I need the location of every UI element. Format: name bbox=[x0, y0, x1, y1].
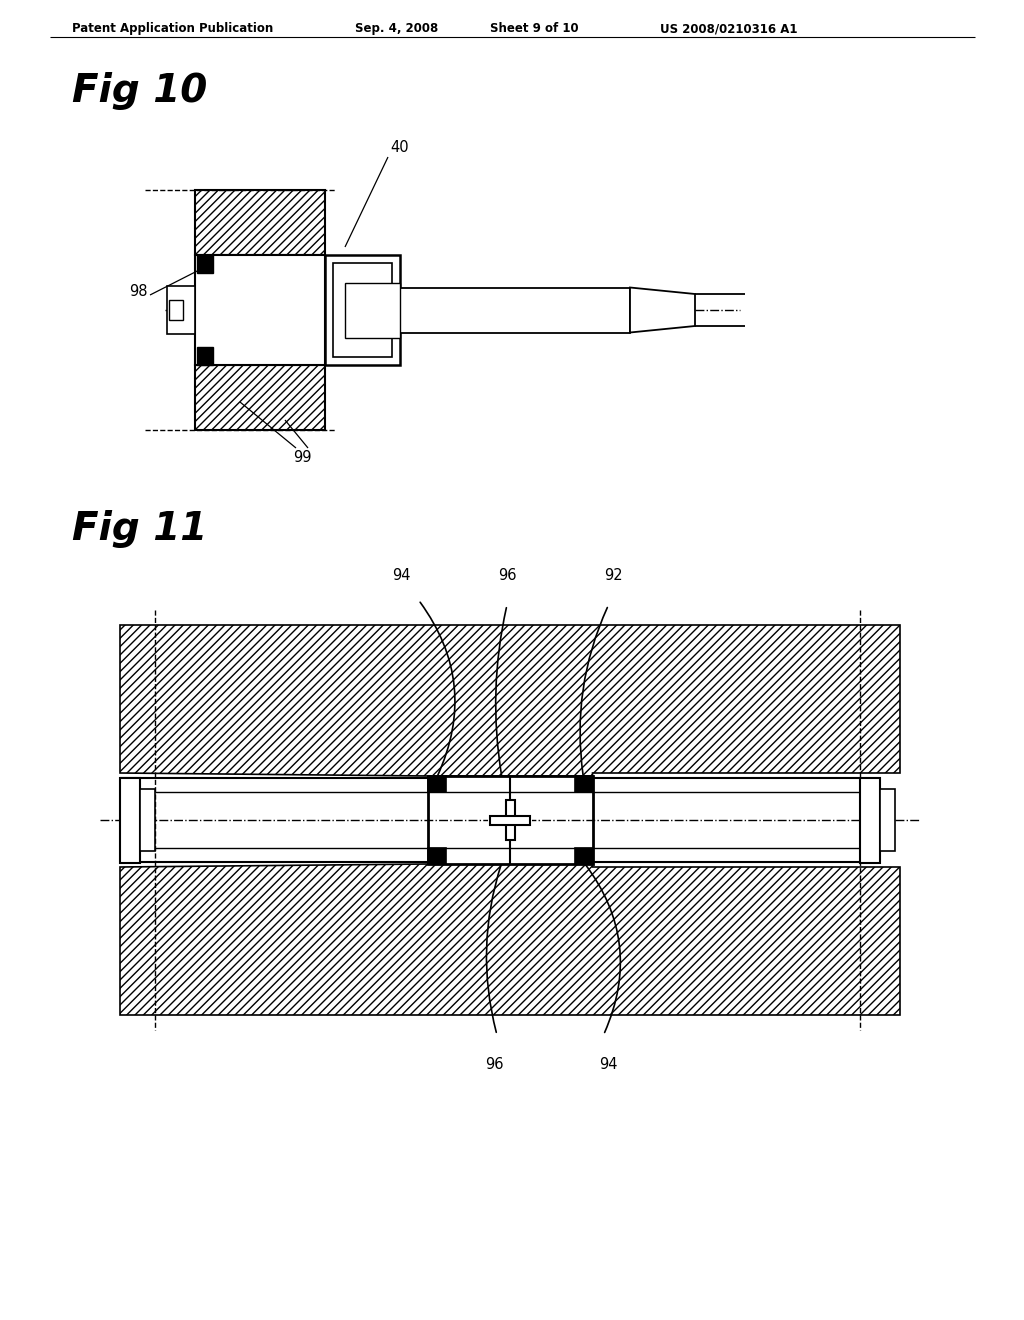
Bar bbox=[167, 286, 195, 334]
Bar bbox=[490, 816, 530, 825]
Bar bbox=[333, 263, 392, 356]
Bar bbox=[506, 800, 514, 840]
Text: Fig 10: Fig 10 bbox=[72, 73, 207, 110]
Text: 96: 96 bbox=[498, 568, 516, 583]
Text: Sheet 9 of 10: Sheet 9 of 10 bbox=[490, 22, 579, 36]
Bar bbox=[488, 799, 532, 842]
Bar bbox=[120, 777, 140, 862]
Text: Sep. 4, 2008: Sep. 4, 2008 bbox=[355, 22, 438, 36]
Bar bbox=[574, 776, 593, 792]
Polygon shape bbox=[120, 624, 900, 776]
Bar bbox=[400, 288, 630, 333]
Text: 40: 40 bbox=[390, 140, 409, 154]
Bar bbox=[195, 366, 325, 430]
Bar bbox=[345, 282, 400, 338]
Polygon shape bbox=[120, 865, 900, 1015]
Bar bbox=[880, 789, 895, 851]
Bar bbox=[325, 255, 400, 366]
Bar bbox=[427, 776, 593, 865]
Text: 94: 94 bbox=[599, 1057, 617, 1072]
Bar bbox=[427, 847, 445, 865]
Text: 99: 99 bbox=[293, 450, 311, 465]
Bar bbox=[427, 776, 445, 792]
Text: US 2008/0210316 A1: US 2008/0210316 A1 bbox=[660, 22, 798, 36]
Bar bbox=[195, 190, 325, 255]
Bar bbox=[860, 777, 880, 862]
Text: Fig 11: Fig 11 bbox=[72, 510, 207, 548]
Polygon shape bbox=[630, 288, 695, 333]
Text: 94: 94 bbox=[392, 568, 411, 583]
Bar bbox=[140, 789, 155, 851]
Bar bbox=[574, 847, 593, 865]
Bar bbox=[169, 300, 183, 319]
Bar bbox=[195, 255, 325, 366]
Text: 98: 98 bbox=[129, 285, 148, 300]
Text: Patent Application Publication: Patent Application Publication bbox=[72, 22, 273, 36]
Bar bbox=[197, 255, 213, 273]
Text: 96: 96 bbox=[484, 1057, 503, 1072]
Text: 92: 92 bbox=[604, 568, 623, 583]
Bar bbox=[197, 347, 213, 366]
